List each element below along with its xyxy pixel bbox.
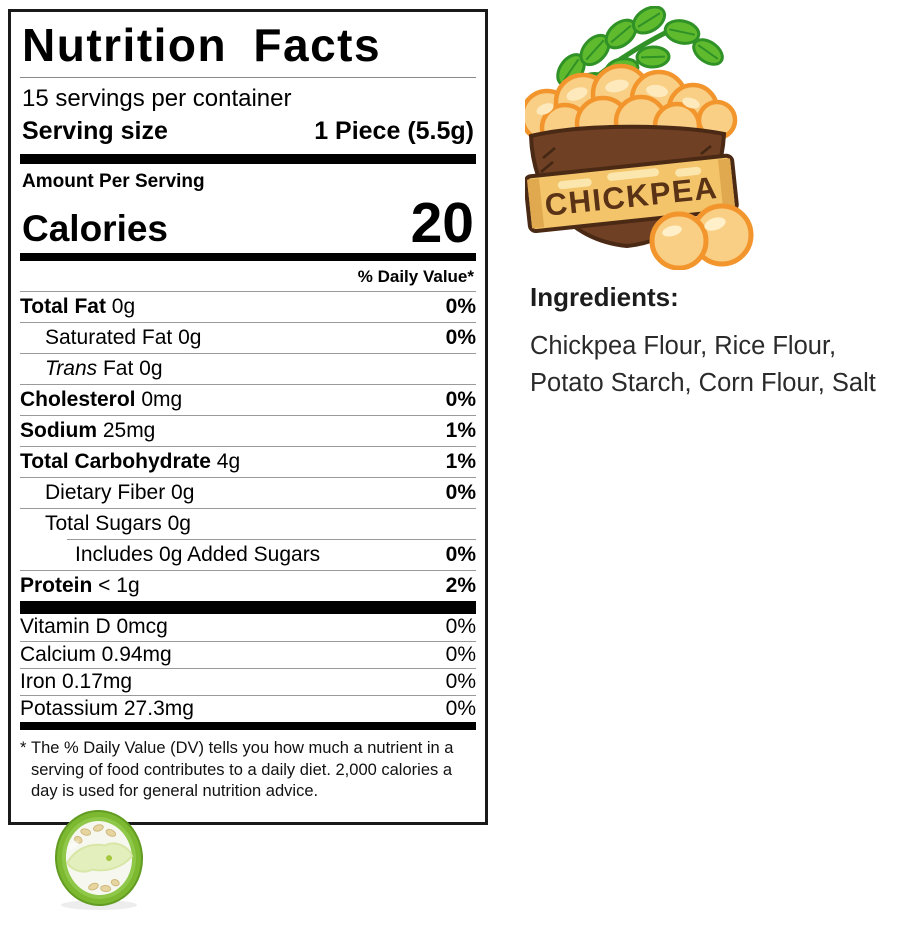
daily-value: 0% bbox=[445, 696, 476, 720]
daily-value: 1% bbox=[445, 418, 476, 442]
micronutrient-row-calcium: Calcium 0.94mg 0% bbox=[20, 640, 476, 666]
calories-label: Calories bbox=[22, 207, 169, 249]
micronutrient-row-vitamin-d: Vitamin D 0mcg 0% bbox=[20, 615, 476, 639]
amount-per-serving-label: Amount Per Serving bbox=[22, 170, 205, 192]
chickpea-illustration: CHICKPEA bbox=[525, 6, 754, 270]
nutrient-row-saturated-fat: Saturated Fat 0g 0% bbox=[20, 321, 476, 353]
nutrient-row-added-sugars: Includes 0g Added Sugars 0% bbox=[67, 538, 476, 570]
nutrient-row-total-sugars: Total Sugars 0g bbox=[20, 507, 476, 539]
daily-value: 0% bbox=[445, 294, 476, 318]
daily-value: 0% bbox=[445, 642, 476, 666]
calories-value: 20 bbox=[410, 190, 474, 255]
serving-size-label: Serving size bbox=[22, 116, 168, 145]
daily-value: 0% bbox=[445, 542, 476, 566]
micronutrient-row-iron: Iron 0.17mg 0% bbox=[20, 667, 476, 693]
daily-value: 1% bbox=[445, 449, 476, 473]
medium-divider bbox=[20, 252, 476, 261]
loose-chickpeas-icon bbox=[649, 203, 754, 270]
nutrient-row-trans-fat: Trans Fat 0g bbox=[20, 352, 476, 384]
daily-value: 0% bbox=[445, 615, 476, 639]
ingredients-section: Ingredients: Chickpea Flour, Rice Flour,… bbox=[530, 282, 878, 402]
loose-chickpeas-highlights bbox=[662, 217, 726, 237]
micronutrient-row-potassium: Potassium 27.3mg 0% bbox=[20, 694, 476, 720]
ingredients-heading: Ingredients: bbox=[530, 282, 679, 312]
nutrition-facts-label: Nutrition Facts 15 servings per containe… bbox=[8, 9, 488, 825]
serving-size-value: 1 Piece (5.5g) bbox=[314, 116, 474, 145]
jalapeno-slice-image bbox=[54, 810, 144, 910]
medium-divider bbox=[20, 721, 476, 730]
thick-divider bbox=[20, 600, 476, 614]
calories-row: Calories 20 bbox=[20, 190, 476, 255]
footnote-text: The % Daily Value (DV) tells you how muc… bbox=[31, 738, 454, 801]
ingredients-text: Chickpea Flour, Rice Flour, Potato Starc… bbox=[530, 332, 876, 397]
servings-per-container: 15 servings per container bbox=[22, 84, 292, 112]
nutrient-row-total-fat: Total Fat 0g 0% bbox=[20, 290, 476, 322]
daily-value: 2% bbox=[445, 573, 476, 597]
chickpea-pile-highlights bbox=[536, 79, 700, 115]
nutrient-row-dietary-fiber: Dietary Fiber 0g 0% bbox=[20, 476, 476, 508]
nutrient-row-protein: Protein < 1g 2% bbox=[20, 569, 476, 601]
daily-value: 0% bbox=[445, 325, 476, 349]
nutrition-facts-title: Nutrition Facts bbox=[20, 12, 476, 78]
serving-size-row: Serving size 1 Piece (5.5g) bbox=[20, 115, 476, 154]
daily-value: 0% bbox=[445, 387, 476, 411]
footnote-asterisk: * bbox=[20, 738, 27, 757]
thick-divider bbox=[20, 153, 476, 164]
nutrient-row-cholesterol: Cholesterol 0mg 0% bbox=[20, 383, 476, 415]
daily-value: 0% bbox=[445, 669, 476, 693]
nutrient-row-total-carbohydrate: Total Carbohydrate 4g 1% bbox=[20, 445, 476, 477]
footnote: * The % Daily Value (DV) tells you how m… bbox=[20, 730, 476, 804]
daily-value: 0% bbox=[445, 480, 476, 504]
daily-value-header: % Daily Value* bbox=[357, 266, 474, 286]
nutrient-row-sodium: Sodium 25mg 1% bbox=[20, 414, 476, 446]
